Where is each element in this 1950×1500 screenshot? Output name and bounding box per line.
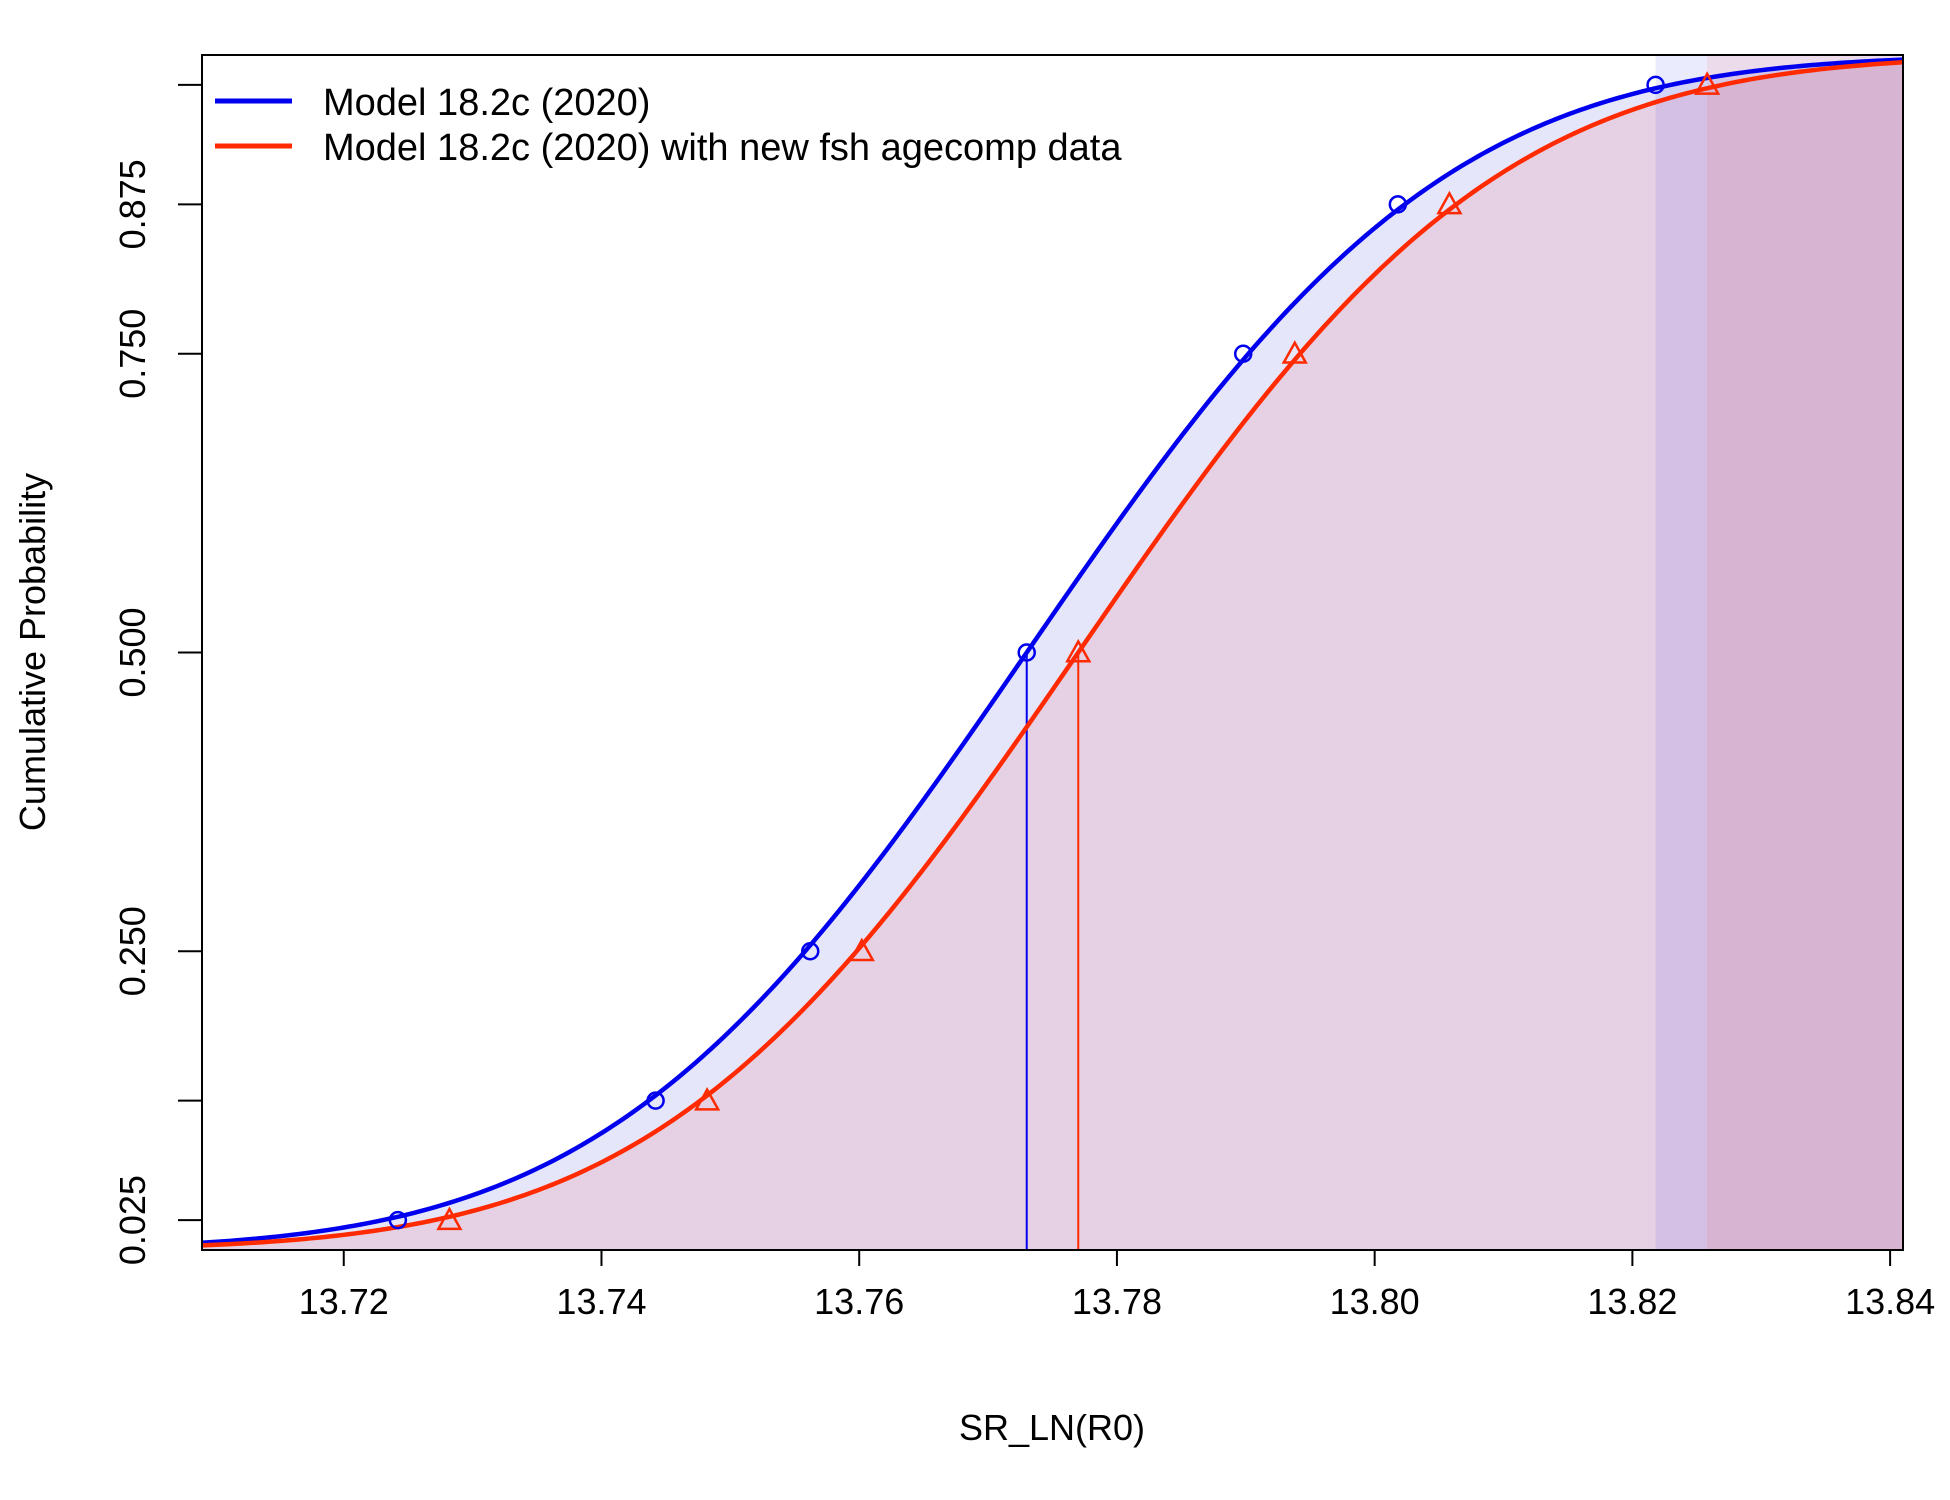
y-tick-label-4: 0.500	[112, 607, 153, 697]
y-tick-label-3: 0.250	[112, 906, 153, 996]
cdf-curves-layer	[201, 57, 1904, 1248]
legend-label-series-1: Model 18.2c (2020)	[323, 82, 650, 124]
area-fill-series-1	[202, 59, 1903, 1251]
x-tick-label-4: 13.78	[1072, 1281, 1162, 1322]
cdf-curve-series-2	[201, 59, 1904, 1248]
marker-series-2-point-4	[1065, 638, 1092, 663]
upper-tail-band-series-2	[1707, 55, 1903, 1250]
marker-series-1-point-2	[646, 1091, 665, 1110]
y-tick-label-1: 0.025	[112, 1175, 153, 1265]
marker-series-2-point-5	[1281, 340, 1308, 364]
x-axis-title: SR_LN(R0)	[959, 1407, 1145, 1448]
marker-series-2-point-6	[1436, 190, 1463, 215]
marker-series-1-point-7	[1646, 75, 1665, 95]
upper-tail-band-series-1	[1655, 55, 1903, 1250]
marker-series-1-point-4	[1017, 643, 1036, 662]
marker-series-1-point-1	[388, 1210, 408, 1230]
marker-series-2-point-3	[848, 937, 875, 962]
x-tick-label-1: 13.72	[299, 1281, 389, 1322]
cdf-curve-series-1	[201, 57, 1904, 1246]
x-tick-label-2: 13.74	[556, 1281, 646, 1322]
x-tick-label-3: 13.76	[814, 1281, 904, 1322]
marker-series-2-point-7	[1694, 71, 1721, 95]
x-tick-label-7: 13.84	[1845, 1281, 1935, 1322]
legend-label-series-2: Model 18.2c (2020) with new fsh agecomp …	[323, 127, 1122, 169]
marker-series-1-point-5	[1233, 344, 1253, 363]
tail-shading-layer	[202, 55, 1903, 1251]
legend: Model 18.2c (2020) Model 18.2c (2020) wi…	[215, 82, 1122, 169]
area-fill-series-2	[202, 62, 1903, 1251]
y-axis: 0.025 0.250 0.500 0.750 0.875	[112, 83, 202, 1265]
median-lines-layer	[1025, 652, 1080, 1250]
x-tick-label-5: 13.80	[1330, 1281, 1420, 1322]
y-tick-label-5: 0.750	[112, 309, 153, 399]
y-tick-label-6: 0.875	[112, 159, 153, 249]
marker-series-2-point-2	[694, 1087, 721, 1111]
x-tick-label-6: 13.82	[1587, 1281, 1677, 1322]
marker-series-2-point-1	[436, 1206, 463, 1231]
y-axis-title: Cumulative Probability	[12, 473, 53, 831]
marker-series-1-point-3	[800, 942, 820, 961]
marker-series-1-point-6	[1388, 195, 1408, 214]
x-axis: 13.72 13.74 13.76 13.78 13.80 13.82 13.84	[299, 1250, 1935, 1322]
quantile-markers-layer	[388, 71, 1721, 1231]
